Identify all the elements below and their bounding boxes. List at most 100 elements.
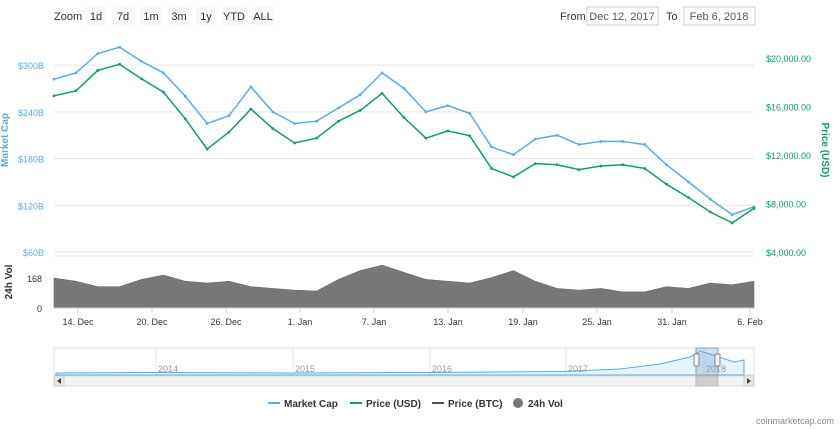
market-cap-point (402, 87, 406, 90)
x-tick-label: 20. Dec (136, 317, 168, 327)
price-usd-point (227, 130, 231, 134)
price-usd-point (358, 108, 362, 112)
zoom-button-1m[interactable] (140, 7, 162, 25)
scrollbar-thumb[interactable] (695, 375, 719, 387)
x-tick-label: 19. Jan (508, 317, 538, 327)
legend-item[interactable]: Market Cap (284, 399, 338, 410)
price-usd-point (315, 136, 318, 140)
market-cap-point (490, 145, 493, 149)
price-usd-point (446, 129, 450, 133)
range-from-input[interactable] (586, 6, 659, 26)
price-usd-point (730, 221, 734, 225)
legend-item[interactable]: Price (BTC) (448, 399, 502, 410)
zoom-button-label: 1d (90, 11, 102, 23)
price-usd-point (424, 136, 428, 140)
left-axis-title: Market Cap (0, 113, 11, 167)
x-tick-label: 1. Jan (288, 317, 313, 327)
range-to-input[interactable] (683, 6, 756, 26)
range-to-label: To (666, 11, 678, 23)
price-usd-point (599, 164, 603, 168)
market-cap-point (271, 110, 275, 114)
market-cap-point (424, 110, 428, 114)
zoom-button-label: ALL (253, 11, 273, 23)
price-usd-point (555, 163, 559, 167)
price-usd-point (577, 168, 581, 172)
chevron-right-icon (747, 378, 751, 384)
navigator-years: 2014 2015 2016 2017 2018 (155, 348, 726, 375)
zoom-button-all[interactable] (252, 7, 274, 25)
zoom-button-7d[interactable] (112, 7, 134, 25)
price-usd-point (643, 167, 647, 170)
chevron-left-icon (57, 378, 61, 384)
price-usd-point (402, 116, 406, 119)
vol-tick-label: 0 (37, 304, 42, 314)
market-cap-point (336, 106, 340, 110)
price-usd-point (336, 119, 340, 123)
price-usd-point (96, 68, 100, 72)
volume-area (53, 264, 755, 309)
price-usd-point (380, 91, 384, 95)
right-axis-ticks: $20,000.00 $16,000.00 $12,000.00 $8,000.00 $… (766, 54, 811, 258)
legend: Market Cap Price (USD) Price (BTC) 24h Vol (268, 398, 563, 410)
zoom-label: Zoom (54, 11, 82, 23)
price-usd-point (293, 141, 297, 145)
price-usd-point (183, 117, 187, 121)
navigator-year-label: 2015 (295, 364, 315, 374)
left-tick-label: $300B (18, 61, 44, 71)
market-cap-point (96, 52, 100, 55)
zoom-buttons: 1d 7d 1m 3m 1y YTD ALL (86, 7, 274, 25)
x-tick-label: 31. Jan (657, 317, 687, 327)
market-cap-point (315, 119, 318, 123)
left-tick-label: $60B (23, 248, 44, 258)
range-to-value: Feb 6, 2018 (690, 11, 749, 23)
x-tick-label: 6. Feb (737, 317, 763, 327)
navigator[interactable] (53, 347, 755, 376)
price-usd-point (249, 107, 253, 111)
credit-link[interactable]: coinmarketcap.com (756, 416, 834, 426)
market-cap-point (118, 45, 122, 49)
zoom-button-ytd[interactable] (222, 7, 246, 25)
market-cap-point (161, 71, 165, 75)
price-usd-point (533, 162, 537, 165)
zoom-button-3m[interactable] (168, 7, 190, 25)
price-usd-point (161, 90, 165, 94)
data-points (52, 45, 756, 225)
scrollbar-track[interactable] (53, 375, 755, 387)
market-cap-point (358, 93, 362, 97)
zoom-button-1d[interactable] (86, 7, 106, 25)
market-cap-point (74, 71, 78, 75)
x-tick-label: 25. Jan (582, 317, 612, 327)
price-usd-point (52, 94, 56, 98)
market-cap-point (555, 133, 559, 137)
market-cap-point (293, 122, 297, 125)
legend-item[interactable]: 24h Vol (528, 399, 563, 410)
legend-item[interactable]: Price (USD) (366, 399, 421, 410)
left-tick-label: $120B (18, 201, 44, 211)
navigator-handle-left[interactable] (693, 353, 700, 367)
right-tick-label: $12,000.00 (766, 151, 811, 161)
zoom-button-label: 3m (171, 11, 186, 23)
x-tick-label: 14. Dec (62, 317, 94, 327)
right-tick-label: $16,000.00 (766, 103, 811, 113)
navigator-series (55, 350, 745, 376)
zoom-button-1y[interactable] (196, 7, 216, 25)
market-cap-point (227, 114, 231, 118)
navigator-handle-right[interactable] (714, 353, 721, 367)
x-tick-label: 13. Jan (433, 317, 463, 327)
market-cap-point (708, 197, 712, 201)
market-cap-point (183, 94, 187, 98)
right-tick-label: $20,000.00 (766, 54, 811, 64)
market-cap-point (599, 140, 603, 143)
market-cap-line (53, 46, 755, 216)
navigator-year-label: 2017 (568, 364, 588, 374)
market-cap-point (511, 153, 515, 157)
price-usd-point (665, 182, 668, 186)
price-usd-point (271, 127, 275, 130)
market-cap-point (665, 163, 668, 167)
price-usd-point (752, 207, 756, 210)
market-cap-point (577, 143, 581, 146)
market-cap-point (686, 180, 690, 184)
x-axis-ticks: 14. Dec 20. Dec 26. Dec 1. Jan 7. Jan 13. Jan… (62, 308, 763, 327)
